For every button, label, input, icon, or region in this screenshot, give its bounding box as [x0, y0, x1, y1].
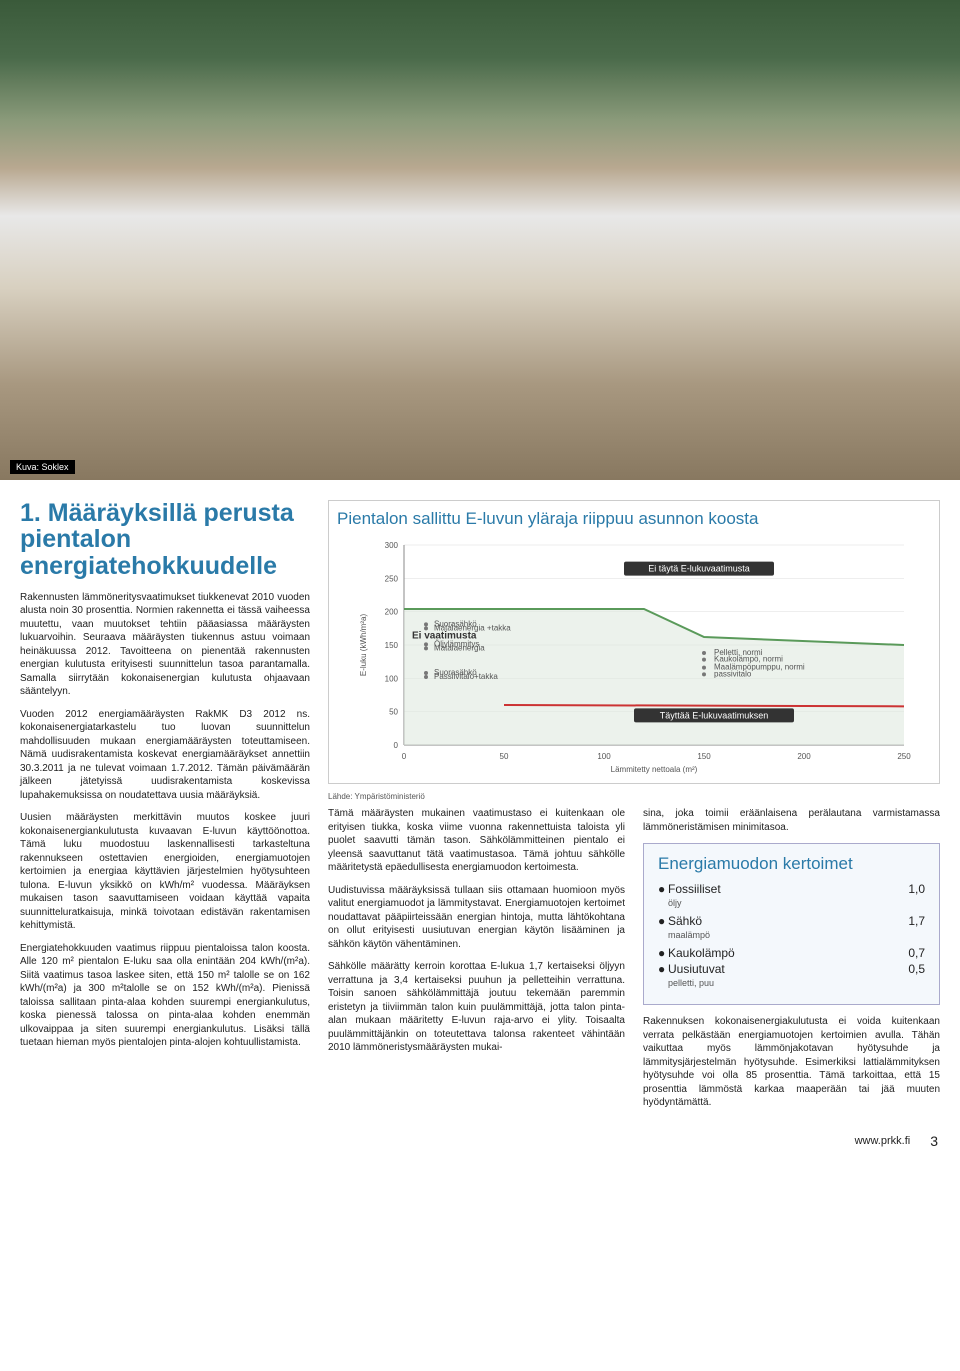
svg-text:300: 300: [385, 541, 399, 550]
svg-text:250: 250: [897, 752, 911, 761]
coef-row: ●Sähkö1,7: [658, 914, 925, 928]
para-4: Energiatehokkuuden vaatimus riippuu pien…: [20, 942, 310, 1050]
chart-source: Lähde: Ympäristöministeriö: [328, 792, 940, 801]
svg-text:200: 200: [385, 608, 399, 617]
coef-sub: pelletti, puu: [668, 978, 925, 988]
svg-text:0: 0: [402, 752, 407, 761]
para-7: Sähkölle määrätty kerroin korottaa E-luk…: [328, 960, 625, 1055]
para-6: Uudistuvissa määräyksissä tullaan siis o…: [328, 884, 625, 952]
svg-text:200: 200: [797, 752, 811, 761]
coef-list: ●Fossiiliset1,0 öljy ●Sähkö1,7 maalämpö ●Kau…: [658, 882, 925, 988]
svg-text:0: 0: [394, 741, 399, 750]
para-3: Uusien määräysten merkittävin muutos kos…: [20, 811, 310, 933]
column-1: 1. Määräyksillä perusta pientalon energi…: [20, 500, 310, 1119]
mcol-1: Tämä määräysten mukainen vaatimustaso ei…: [328, 807, 625, 1119]
hero-caption: Kuva: Soklex: [10, 460, 75, 474]
right-columns: Pientalon sallittu E-luvun yläraja riipp…: [328, 500, 940, 1119]
coef-title: Energiamuodon kertoimet: [658, 854, 925, 874]
multi-column-text: Tämä määräysten mukainen vaatimustaso ei…: [328, 807, 940, 1119]
svg-text:150: 150: [385, 641, 399, 650]
svg-text:100: 100: [597, 752, 611, 761]
coef-sub: öljy: [668, 898, 925, 908]
svg-text:250: 250: [385, 575, 399, 584]
svg-text:100: 100: [385, 675, 399, 684]
svg-text:Lämmitetty nettoala (m²): Lämmitetty nettoala (m²): [611, 765, 698, 774]
svg-text:E-luku (kWh/m²a): E-luku (kWh/m²a): [359, 614, 368, 677]
mcol-2: sina, joka toimii eräänlaisena perälauta…: [643, 807, 940, 1119]
svg-text:Ei täytä E-lukuvaatimusta: Ei täytä E-lukuvaatimusta: [648, 564, 750, 574]
svg-text:passivitalo: passivitalo: [714, 670, 752, 679]
main-content: 1. Määräyksillä perusta pientalon energi…: [0, 480, 960, 1129]
para-1: Rakennusten lämmöneritysvaatimukset tiuk…: [20, 591, 310, 699]
para-5: Tämä määräysten mukainen vaatimustaso ei…: [328, 807, 625, 875]
svg-text:50: 50: [389, 708, 398, 717]
coef-sub: maalämpö: [668, 930, 925, 940]
coefficients-box: Energiamuodon kertoimet ●Fossiiliset1,0 ö…: [643, 843, 940, 1005]
para-9: Rakennuksen kokonaisenergiakulutusta ei …: [643, 1015, 940, 1110]
footer-page-number: 3: [930, 1133, 938, 1149]
footer-url: www.prkk.fi: [855, 1135, 911, 1147]
svg-text:Passiivitalo+takka: Passiivitalo+takka: [434, 672, 498, 681]
article-title: 1. Määräyksillä perusta pientalon energi…: [20, 500, 310, 579]
svg-text:Täyttää E-lukuvaatimuksen: Täyttää E-lukuvaatimuksen: [660, 711, 769, 721]
chart-svg: 050100150200250300050100150200250Suorasä…: [337, 535, 931, 775]
para-8: sina, joka toimii eräänlaisena perälauta…: [643, 807, 940, 834]
svg-text:150: 150: [697, 752, 711, 761]
chart-title: Pientalon sallittu E-luvun yläraja riipp…: [337, 509, 931, 529]
svg-text:Ei vaatimusta: Ei vaatimusta: [412, 631, 477, 642]
chart-area: 050100150200250300050100150200250Suorasä…: [337, 535, 931, 775]
coef-row: ●Uusiutuvat0,5: [658, 962, 925, 976]
chart-container: Pientalon sallittu E-luvun yläraja riipp…: [328, 500, 940, 784]
coef-row: ●Kaukolämpö0,7: [658, 946, 925, 960]
svg-text:Matalaenergia: Matalaenergia: [434, 644, 485, 653]
coef-row: ●Fossiiliset1,0: [658, 882, 925, 896]
hero-image: Kuva: Soklex: [0, 0, 960, 480]
svg-text:50: 50: [500, 752, 509, 761]
page-footer: www.prkk.fi 3: [0, 1129, 960, 1159]
para-2: Vuoden 2012 energiamääräysten RakMK D3 2…: [20, 708, 310, 803]
